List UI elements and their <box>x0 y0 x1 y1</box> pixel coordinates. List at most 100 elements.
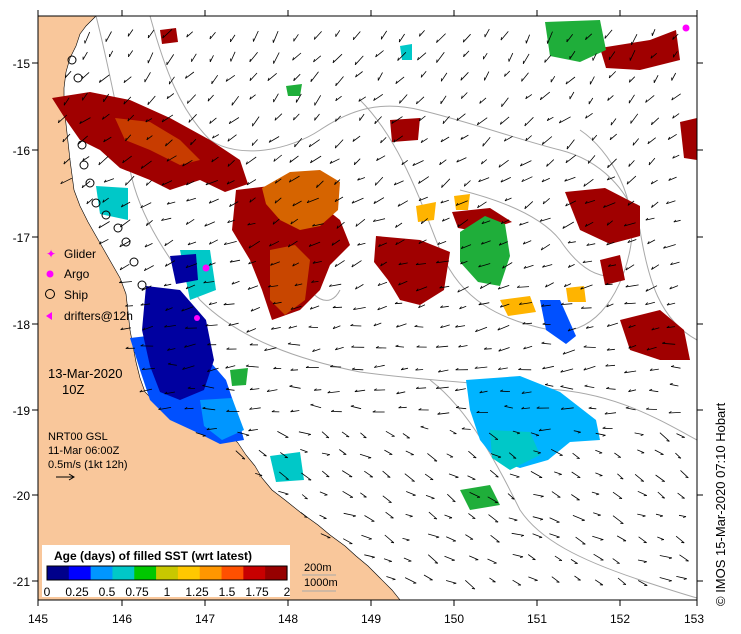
current-vector <box>384 534 395 544</box>
current-vector-head <box>268 139 271 143</box>
current-vector-head <box>164 242 167 246</box>
current-vector <box>385 511 394 519</box>
current-vector <box>666 326 676 329</box>
current-vector-head <box>202 435 206 437</box>
current-vector-head <box>163 283 167 287</box>
current-vector-head <box>272 301 276 305</box>
current-vector <box>666 302 676 306</box>
current-vector <box>663 244 676 249</box>
current-vector <box>249 94 256 100</box>
current-vector <box>314 95 322 106</box>
current-vector <box>293 113 300 121</box>
current-vector <box>442 115 450 124</box>
current-vector <box>373 322 382 327</box>
current-vector-head <box>460 136 463 140</box>
current-vector-head <box>140 205 143 209</box>
current-vector-head <box>186 34 189 38</box>
current-vector <box>595 472 603 476</box>
current-vector-head <box>666 325 670 329</box>
current-vector <box>418 239 427 245</box>
colorbar-segment <box>177 566 201 580</box>
current-vector-head <box>415 288 419 292</box>
current-vector-head <box>120 204 124 208</box>
current-vector <box>203 281 215 284</box>
current-vector <box>500 116 510 125</box>
current-vector <box>412 160 424 166</box>
current-vector-head <box>525 137 528 141</box>
current-vector-head <box>602 426 606 429</box>
current-vector <box>522 322 533 325</box>
current-vector-head <box>475 329 478 333</box>
current-vector-head <box>605 364 609 367</box>
current-vector <box>78 135 88 145</box>
current-vector-head <box>398 262 402 266</box>
current-vector <box>512 430 521 434</box>
current-vector <box>247 285 259 290</box>
current-vector <box>669 383 679 387</box>
current-vector <box>319 491 328 496</box>
axis-ticks <box>32 10 703 606</box>
current-vector <box>651 29 656 36</box>
current-vector <box>547 31 553 44</box>
current-vector <box>146 180 152 186</box>
current-vector <box>84 31 91 44</box>
current-vector-head <box>247 222 251 226</box>
current-vector <box>271 327 281 330</box>
current-vector-head <box>248 245 251 249</box>
current-vector-head <box>294 143 296 148</box>
current-vector <box>524 201 534 210</box>
current-vector <box>99 238 109 245</box>
lon-tick-label: 152 <box>610 612 630 626</box>
current-vector <box>373 218 386 222</box>
current-vector <box>335 115 341 122</box>
current-vector-head <box>293 77 295 81</box>
current-vector-head <box>591 137 594 141</box>
current-vector-head <box>651 121 653 125</box>
current-vector <box>125 134 132 142</box>
current-vector-head <box>206 427 210 431</box>
current-vector-head <box>479 390 483 394</box>
current-vector <box>102 113 110 120</box>
current-vector <box>398 33 405 43</box>
current-vector <box>207 94 214 102</box>
current-vector <box>385 430 395 437</box>
current-vector <box>481 220 491 225</box>
current-vector <box>571 494 580 501</box>
current-vector <box>289 175 300 183</box>
current-vector <box>512 554 524 558</box>
current-vector <box>508 52 514 62</box>
current-vector <box>380 261 388 267</box>
current-vector <box>484 71 490 81</box>
current-vector <box>628 324 636 329</box>
current-vector <box>614 452 622 458</box>
current-vector <box>308 241 321 247</box>
current-vector <box>301 472 312 481</box>
current-vector <box>248 240 261 249</box>
current-vector <box>360 492 367 498</box>
current-vector <box>332 53 343 64</box>
current-vector-head <box>670 262 673 265</box>
current-vector <box>524 117 534 127</box>
current-vector <box>375 176 384 186</box>
current-vector-head <box>353 307 356 310</box>
current-vector-head <box>645 288 648 292</box>
current-vector <box>418 196 428 202</box>
current-vector <box>549 517 560 523</box>
current-vector-head <box>473 456 477 459</box>
current-vector <box>671 93 681 101</box>
current-vector-head <box>420 139 423 143</box>
current-vector <box>394 180 404 186</box>
current-vector <box>456 113 466 121</box>
current-vector <box>290 410 300 413</box>
current-vector-head <box>521 78 523 82</box>
current-vector-head <box>541 304 545 307</box>
current-vector-head <box>316 184 318 188</box>
current-vector-head <box>273 158 276 162</box>
current-vector-head <box>457 224 460 228</box>
current-vector <box>122 155 132 164</box>
current-vector <box>384 449 393 455</box>
current-vector <box>81 72 90 80</box>
current-vector <box>164 391 175 395</box>
current-vector <box>288 325 298 329</box>
current-vector <box>351 197 364 204</box>
